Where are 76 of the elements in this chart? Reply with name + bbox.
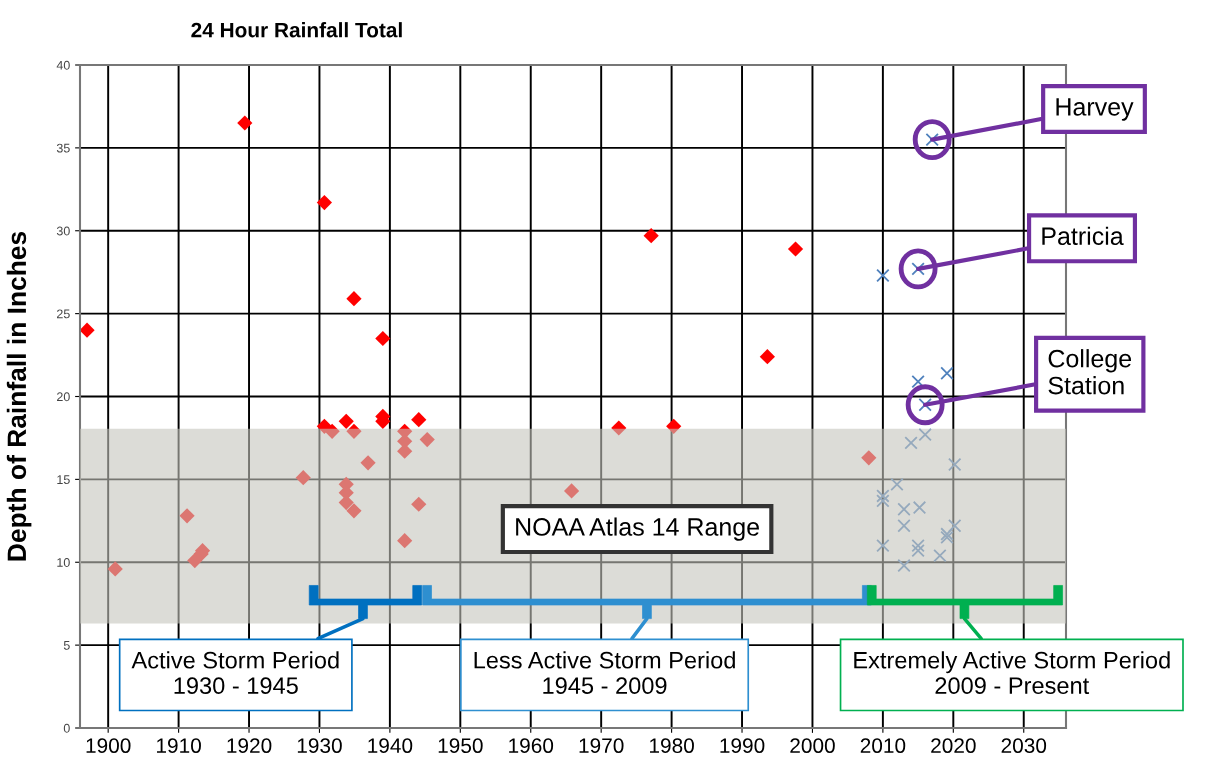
annotation: College Station	[1048, 349, 1132, 395]
point	[940, 366, 954, 381]
point	[346, 503, 362, 519]
y-tick-label: 20	[57, 392, 70, 402]
point	[787, 241, 804, 257]
x-tick-label: 1900	[86, 738, 131, 754]
point	[411, 496, 427, 512]
point	[80, 322, 95, 338]
point	[933, 548, 947, 563]
point	[397, 533, 413, 549]
x-tick-label: 2010	[860, 738, 906, 754]
point	[876, 268, 890, 283]
y-tick-label: 25	[57, 309, 70, 319]
point	[324, 423, 340, 439]
x-tick-label: 1910	[157, 738, 201, 754]
point	[861, 450, 877, 466]
x-tick-label: 1990	[720, 738, 765, 754]
annotation: Patricia	[1042, 226, 1124, 246]
point	[948, 519, 962, 533]
y-tick-label: 5	[63, 641, 70, 650]
point	[107, 561, 123, 577]
point	[897, 519, 911, 533]
x-tick-label: 2030	[1001, 738, 1047, 754]
point	[419, 431, 435, 448]
point	[666, 418, 682, 434]
x-tick-label: 2020	[931, 738, 976, 754]
point	[940, 527, 954, 541]
point	[411, 412, 427, 428]
point	[912, 500, 927, 515]
point	[911, 543, 925, 558]
point	[897, 558, 911, 573]
y-tick-label: 30	[56, 226, 70, 236]
annotation: Harvey	[1056, 98, 1134, 121]
point	[611, 420, 627, 436]
x-tick-label: 1980	[650, 738, 694, 754]
y-tick-label: 35	[56, 143, 70, 153]
annotation: Less Active Storm Period 1945 - 2009	[474, 651, 735, 695]
y-tick-label: 0	[63, 723, 70, 733]
point	[876, 538, 890, 553]
point	[876, 494, 890, 508]
point	[346, 423, 362, 439]
point	[237, 115, 253, 131]
y-tick-label: 40	[56, 60, 70, 70]
x-tick-label: 1960	[509, 738, 554, 754]
point	[897, 502, 911, 516]
point	[948, 457, 962, 472]
x-tick-label: 1970	[579, 738, 624, 754]
point	[876, 489, 890, 503]
point	[295, 470, 311, 486]
annotation: Extremely Active Storm Period 2009 - Present	[854, 651, 1170, 695]
x-tick-label: 1930	[297, 738, 342, 754]
x-tick-label: 1920	[227, 738, 272, 754]
point	[375, 330, 391, 347]
point	[643, 228, 659, 244]
y-axis-title: Depth of Rainfall in Inches	[6, 231, 32, 561]
point	[563, 483, 580, 499]
point	[346, 291, 362, 307]
point	[918, 427, 932, 442]
point	[911, 538, 925, 553]
chart-title: 24 Hour Rainfall Total	[191, 22, 402, 38]
x-tick-label: 1940	[368, 738, 413, 754]
annotation: Active Storm Period 1930 - 1945	[131, 651, 339, 695]
point	[316, 194, 332, 211]
point	[759, 349, 775, 365]
band-label: NOAA Atlas 14 Range	[516, 517, 759, 541]
point	[940, 530, 954, 545]
point	[904, 436, 918, 450]
y-tick-label: 10	[57, 558, 70, 567]
point	[890, 477, 904, 492]
point	[911, 374, 925, 389]
x-tick-label: 2000	[790, 738, 835, 754]
point	[179, 508, 195, 524]
x-tick-label: 1950	[438, 738, 483, 754]
point	[338, 413, 354, 429]
y-tick-label: 15	[57, 475, 70, 485]
point	[360, 455, 376, 471]
